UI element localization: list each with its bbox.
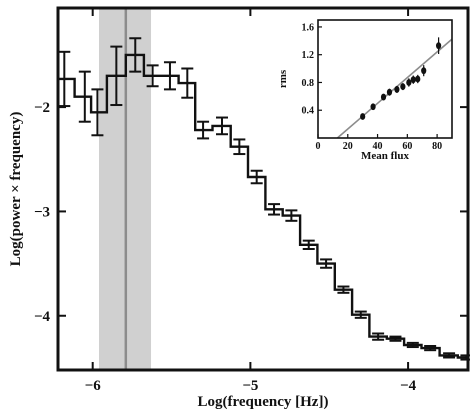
- inset-point: [386, 88, 393, 96]
- error-bar: [110, 45, 123, 107]
- error-bar: [197, 120, 210, 140]
- inset-point: [400, 83, 406, 91]
- inset-x-axis-label: Mean flux: [361, 150, 409, 162]
- y-tick-label: −4: [34, 309, 51, 325]
- error-bar: [285, 209, 298, 222]
- error-bar: [181, 67, 194, 99]
- main-axis-ticks: [58, 8, 468, 370]
- main-y-tick-labels: −2 −3 −4: [34, 100, 51, 325]
- error-bar: [424, 345, 437, 352]
- x-tick-label: −4: [400, 378, 417, 394]
- inset-x-tick-label: 80: [432, 141, 442, 152]
- x-tick-label: −5: [242, 378, 258, 394]
- inset-x-tick-label: 20: [343, 141, 353, 152]
- main-plot: −6 −5 −4 −2 −3 −4 Log(frequency [Hz]) Log(po…: [8, 6, 470, 410]
- inset-y-tick-labels: 0.4 0.8 1.2 1.6: [302, 22, 315, 116]
- error-bar: [216, 116, 228, 136]
- y-tick-label: −3: [34, 204, 50, 220]
- error-bar: [129, 37, 142, 73]
- x-tick-label: −6: [85, 378, 102, 394]
- inset-point: [421, 65, 427, 77]
- inset-y-axis-label: rms: [277, 69, 289, 88]
- inset-point: [410, 75, 416, 84]
- inset-y-tick-label: 0.8: [302, 78, 315, 89]
- error-bar: [268, 203, 281, 216]
- error-bar: [302, 239, 315, 250]
- inset-axis-ticks: [317, 26, 438, 138]
- error-bar: [406, 341, 419, 349]
- error-bar: [389, 335, 402, 342]
- inset-point: [394, 85, 400, 93]
- inset-y-tick-label: 1.2: [302, 50, 315, 61]
- y-tick-label: −2: [34, 100, 50, 116]
- inset-x-tick-label: 60: [402, 141, 412, 152]
- inset-point: [360, 113, 366, 120]
- main-series: [58, 37, 470, 361]
- error-bar: [91, 88, 104, 137]
- main-x-tick-labels: −6 −5 −4: [85, 378, 417, 394]
- step-line: [58, 53, 468, 359]
- error-bar: [146, 64, 159, 88]
- error-bar: [320, 258, 333, 269]
- inset-point: [380, 93, 387, 101]
- inset-background: [318, 20, 452, 138]
- error-bar: [443, 352, 456, 359]
- inset-frame: [317, 19, 453, 139]
- inset-point: [436, 37, 442, 55]
- inset-y-tick-label: 1.6: [302, 22, 315, 33]
- inset-y-tick-label: 0.4: [302, 106, 315, 117]
- main-plot-frame: [56, 6, 470, 372]
- error-bar: [337, 285, 350, 294]
- inset-x-tick-label: 0: [316, 141, 321, 152]
- error-bar: [354, 310, 367, 319]
- inset-x-tick-label: 40: [373, 141, 383, 152]
- y-axis-label: Log(power × frequency): [8, 112, 24, 267]
- error-bar: [460, 354, 470, 361]
- inset-point: [415, 74, 421, 84]
- inset-point: [406, 78, 412, 87]
- inset-series: [360, 37, 442, 120]
- inset-plot: 0 20 40 60 80 0.4 0.8 1.2 1.6 Mean flux rms: [277, 19, 453, 162]
- error-bar: [163, 61, 176, 91]
- x-axis-label: Log(frequency [Hz]): [198, 394, 329, 410]
- error-bar: [58, 50, 71, 108]
- error-bar: [372, 332, 385, 341]
- error-bar: [250, 169, 263, 185]
- inset-point: [370, 103, 376, 111]
- inset-x-tick-labels: 0 20 40 60 80: [316, 141, 443, 152]
- error-bar: [233, 138, 246, 156]
- error-bar: [78, 70, 91, 123]
